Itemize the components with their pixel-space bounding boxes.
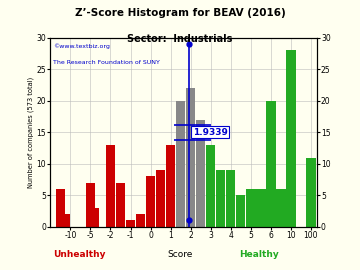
Bar xyxy=(186,88,195,227)
Bar xyxy=(278,189,288,227)
Bar xyxy=(116,183,125,227)
Bar xyxy=(89,208,99,227)
Text: Z’-Score Histogram for BEAV (2016): Z’-Score Histogram for BEAV (2016) xyxy=(75,8,285,18)
Bar xyxy=(306,157,316,227)
Bar xyxy=(136,214,145,227)
Bar xyxy=(206,145,215,227)
Bar xyxy=(55,189,65,227)
Bar xyxy=(269,189,278,227)
Bar xyxy=(276,189,285,227)
Bar xyxy=(226,170,235,227)
Bar xyxy=(236,195,246,227)
Text: Unhealthy: Unhealthy xyxy=(53,250,105,259)
Bar xyxy=(60,214,70,227)
Text: Score: Score xyxy=(167,250,193,259)
Text: Sector:  Industrials: Sector: Industrials xyxy=(127,34,233,44)
Bar xyxy=(286,50,296,227)
Bar xyxy=(106,145,115,227)
Bar xyxy=(216,170,225,227)
Bar xyxy=(274,189,283,227)
Bar xyxy=(86,183,95,227)
Bar xyxy=(196,120,206,227)
Text: ©www.textbiz.org: ©www.textbiz.org xyxy=(53,43,110,49)
Bar xyxy=(176,101,185,227)
Bar xyxy=(256,189,266,227)
Bar xyxy=(266,101,275,227)
Text: The Research Foundation of SUNY: The Research Foundation of SUNY xyxy=(53,60,160,66)
Bar xyxy=(156,170,165,227)
Bar xyxy=(271,195,280,227)
Text: Healthy: Healthy xyxy=(239,250,279,259)
Text: 1.9339: 1.9339 xyxy=(193,128,228,137)
Y-axis label: Number of companies (573 total): Number of companies (573 total) xyxy=(27,77,34,188)
Bar xyxy=(166,145,175,227)
Bar xyxy=(126,221,135,227)
Bar xyxy=(146,176,156,227)
Bar xyxy=(246,189,256,227)
